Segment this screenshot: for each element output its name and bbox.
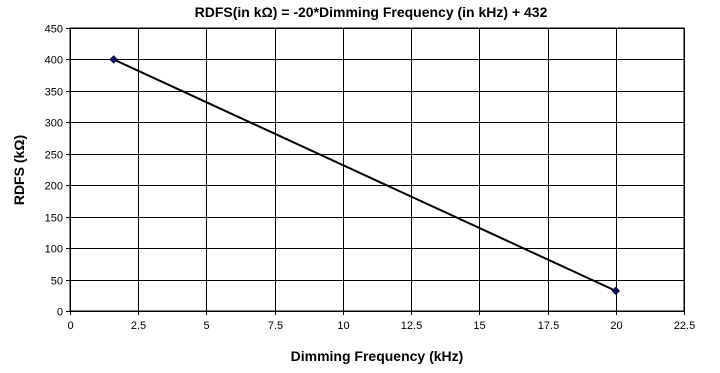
y-tick-label: 400 bbox=[45, 55, 63, 67]
y-tick-label: 300 bbox=[45, 118, 63, 130]
y-tick-label: 200 bbox=[45, 181, 63, 193]
x-tick-label: 20 bbox=[610, 320, 622, 332]
y-tick-label: 100 bbox=[45, 244, 63, 256]
y-axis-ticks: 0 50 100 150 200 250 300 350 400 450 bbox=[45, 24, 70, 319]
y-tick-label: 150 bbox=[45, 213, 63, 225]
data-point bbox=[109, 55, 119, 64]
x-tick-label: 0 bbox=[67, 320, 73, 332]
plot-area bbox=[69, 27, 685, 312]
y-tick-label: 0 bbox=[57, 307, 63, 319]
x-axis-ticks: 0 2.5 5 7.5 10 12.5 15 17.5 20 22.5 bbox=[67, 311, 695, 332]
grid bbox=[70, 28, 685, 312]
chart-title: RDFS(in kΩ) = -20*Dimming Frequency (in … bbox=[195, 4, 548, 20]
series bbox=[109, 55, 621, 296]
y-tick-label: 450 bbox=[45, 24, 63, 36]
x-tick-label: 2.5 bbox=[131, 320, 146, 332]
x-axis-label: Dimming Frequency (kHz) bbox=[291, 348, 464, 364]
y-tick-label: 350 bbox=[45, 87, 63, 99]
x-tick-label: 5 bbox=[203, 320, 209, 332]
x-tick-label: 12.5 bbox=[401, 320, 422, 332]
y-axis-label: RDFS (kΩ) bbox=[11, 135, 27, 205]
x-tick-label: 10 bbox=[337, 320, 349, 332]
x-tick-label: 17.5 bbox=[538, 320, 559, 332]
data-point bbox=[611, 286, 621, 296]
y-tick-label: 250 bbox=[45, 150, 63, 162]
x-tick-label: 7.5 bbox=[268, 320, 283, 332]
x-tick-label: 22.5 bbox=[674, 320, 695, 332]
y-tick-label: 50 bbox=[51, 276, 63, 288]
x-tick-label: 15 bbox=[473, 320, 485, 332]
series-line bbox=[113, 58, 617, 292]
